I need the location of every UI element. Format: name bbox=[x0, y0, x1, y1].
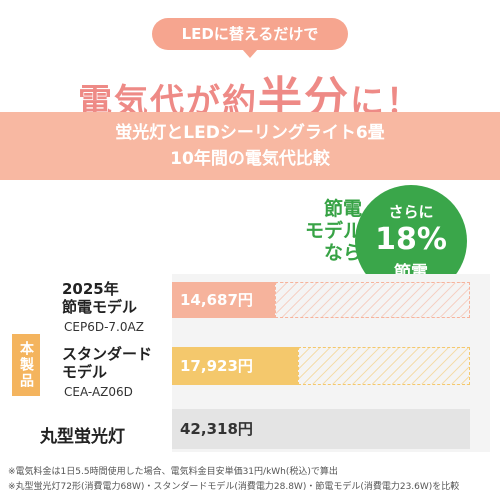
value-label: 17,923円 bbox=[180, 357, 253, 375]
bar-remainder bbox=[298, 347, 470, 385]
model-code: CEA-AZ06D bbox=[64, 385, 133, 399]
model-code: CEP6D-7.0AZ bbox=[64, 320, 144, 334]
bar bbox=[172, 282, 276, 318]
badge-line: さらに bbox=[388, 203, 434, 221]
banner-line: 10年間の電気代比較 bbox=[170, 149, 330, 169]
callout-line: モデル bbox=[304, 220, 362, 242]
banner-line: 蛍光灯とLEDシーリングライト6畳 bbox=[115, 123, 385, 143]
bar bbox=[172, 409, 470, 449]
product-tag: 本製品 bbox=[12, 334, 40, 396]
value-label: 42,318円 bbox=[180, 420, 253, 438]
value-label: 14,687円 bbox=[180, 291, 253, 309]
category-label: 丸型蛍光灯 bbox=[40, 427, 125, 447]
banner: 蛍光灯とLEDシーリングライト6畳 10年間の電気代比較 bbox=[0, 112, 500, 180]
lead-pill: LEDに替えるだけで bbox=[152, 18, 348, 50]
callout-line: なら bbox=[323, 242, 362, 264]
badge-figure: 18% bbox=[375, 222, 447, 257]
footnote: ※電気料金は1日5.5時間使用した場合、電気料金目安単価31円/kWh(税込)で… bbox=[8, 467, 338, 477]
callout-line: 節電 bbox=[323, 198, 362, 220]
footnote: ※丸型蛍光灯72形(消費電力68W)・スタンダードモデル(消費電力28.8W)・… bbox=[8, 482, 460, 492]
category-label: 2025年 節電モデル bbox=[62, 280, 138, 316]
bar-remainder bbox=[275, 282, 470, 318]
pill-pointer bbox=[242, 49, 258, 58]
bar bbox=[172, 347, 299, 385]
category-label: スタンダード モデル bbox=[62, 345, 153, 381]
callout-text: 節電 モデル なら bbox=[300, 198, 362, 264]
